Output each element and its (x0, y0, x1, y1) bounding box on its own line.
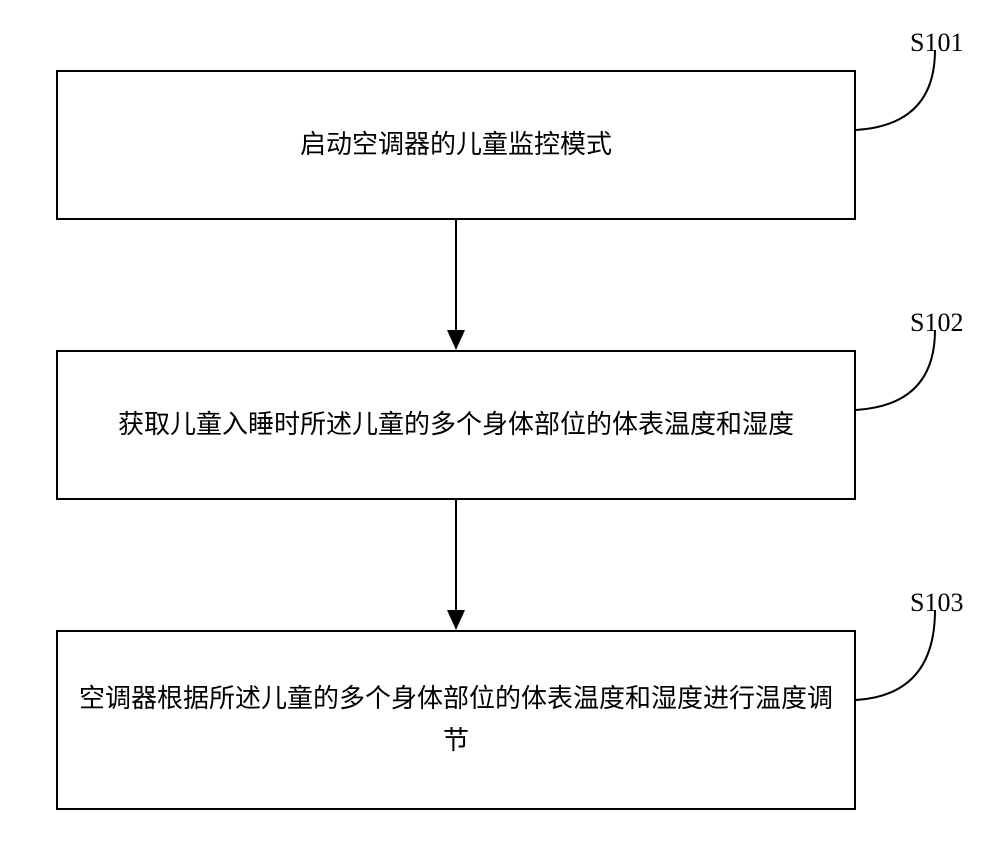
label-connector (856, 330, 935, 410)
flow-node-n3: 空调器根据所述儿童的多个身体部位的体表温度和湿度进行温度调节 (56, 630, 856, 810)
step-label-S103: S103 (910, 588, 963, 618)
flow-node-text: 空调器根据所述儿童的多个身体部位的体表温度和湿度进行温度调节 (78, 678, 834, 761)
step-label-S101: S101 (910, 28, 963, 58)
label-connector (856, 610, 935, 700)
flow-node-n1: 启动空调器的儿童监控模式 (56, 70, 856, 220)
flow-node-text: 获取儿童入睡时所述儿童的多个身体部位的体表温度和湿度 (118, 404, 794, 446)
flowchart-canvas: 启动空调器的儿童监控模式 S101 获取儿童入睡时所述儿童的多个身体部位的体表温度和… (0, 0, 1000, 863)
arrowhead-icon (447, 610, 465, 630)
label-connector (856, 50, 935, 130)
arrowhead-icon (447, 330, 465, 350)
flow-node-n2: 获取儿童入睡时所述儿童的多个身体部位的体表温度和湿度 (56, 350, 856, 500)
step-label-S102: S102 (910, 308, 963, 338)
flow-node-text: 启动空调器的儿童监控模式 (300, 124, 612, 166)
